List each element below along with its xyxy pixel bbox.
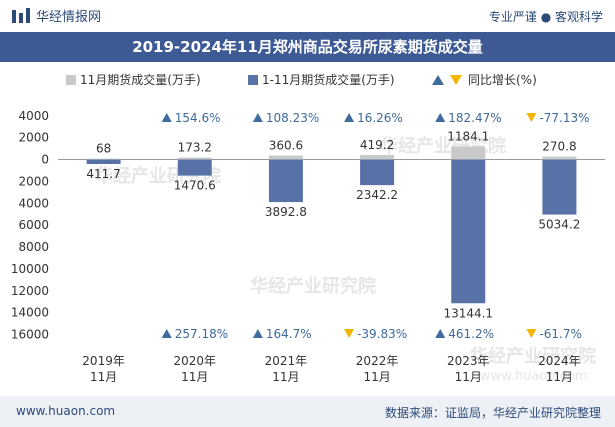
- growth-monthly-up-triangle-icon: [435, 113, 446, 122]
- watermark-text-3: 华经产业研究院: [470, 345, 596, 367]
- huajing-logo-icon: [12, 8, 30, 23]
- legend-swatch-ytd: [248, 75, 258, 85]
- growth-monthly-up-triangle-icon: [252, 113, 263, 122]
- watermark-url: www.huaon.com: [480, 369, 587, 384]
- chart-title: 2019-2024年11月郑州商品交易所尿素期货成交量: [132, 38, 483, 56]
- bar-monthly: [542, 156, 577, 160]
- data-label-monthly: 270.8: [542, 140, 576, 154]
- legend-down-triangle-icon: [450, 75, 462, 85]
- y-tick-label: 0: [41, 153, 49, 167]
- top-bar: 华经情报网 专业严谨 ● 客观科学: [0, 0, 615, 32]
- growth-monthly-label: -77.13%: [539, 111, 589, 125]
- growth-ytd-up-triangle-icon: [435, 329, 446, 338]
- growth-monthly-label: 16.26%: [357, 111, 403, 125]
- y-tick-label: 4000: [18, 109, 49, 123]
- data-label-monthly: 360.6: [269, 139, 303, 153]
- y-tick-label: 12000: [11, 284, 49, 298]
- growth-ytd-down-triangle-icon: [526, 329, 537, 338]
- bar-monthly: [268, 155, 303, 160]
- y-tick-label: 14000: [11, 306, 49, 320]
- bar-ytd: [542, 159, 577, 215]
- chart: 华经产业研究院华经产业研究院华经产业研究院华经产业研究院www.huaon.co…: [11, 72, 605, 384]
- growth-ytd-up-triangle-icon: [161, 329, 172, 338]
- x-tick-label-year: 2023年: [447, 354, 490, 368]
- bar-monthly: [360, 154, 395, 160]
- y-tick-label: 4000: [18, 196, 49, 210]
- data-label-monthly: 419.2: [360, 138, 394, 152]
- brand-name: 华经情报网: [36, 10, 102, 25]
- growth-monthly-up-triangle-icon: [344, 113, 355, 122]
- data-label-monthly: 173.2: [178, 141, 212, 155]
- growth-monthly-up-triangle-icon: [161, 113, 172, 122]
- x-tick-label-year: 2019年: [82, 354, 125, 368]
- data-label-ytd: 411.7: [86, 167, 120, 181]
- bar-monthly: [86, 158, 121, 160]
- x-tick-label-month: 11月: [455, 370, 482, 384]
- data-label-ytd: 1470.6: [174, 179, 216, 193]
- legend-swatch-monthly: [66, 75, 76, 85]
- y-tick-label: 2000: [18, 174, 49, 188]
- y-tick-label: 10000: [11, 262, 49, 276]
- data-label-ytd: 2342.2: [356, 188, 398, 202]
- website-url[interactable]: www.huaon.com: [16, 404, 116, 418]
- watermark-text-2: 华经产业研究院: [250, 275, 376, 297]
- title-bar: 2019-2024年11月郑州商品交易所尿素期货成交量: [0, 32, 615, 62]
- data-label-ytd: 5034.2: [538, 218, 580, 232]
- y-tick-label: 2000: [18, 131, 49, 145]
- bar-monthly: [451, 146, 486, 160]
- growth-ytd-label: -39.83%: [357, 327, 407, 341]
- y-tick-label: 6000: [18, 218, 49, 232]
- data-label-monthly: 1184.1: [447, 130, 489, 144]
- bar-ytd: [177, 159, 212, 176]
- tagline: 专业严谨 ● 客观科学: [488, 10, 603, 24]
- growth-monthly-label: 182.47%: [448, 111, 501, 125]
- growth-ytd-up-triangle-icon: [252, 329, 263, 338]
- x-tick-label-year: 2022年: [356, 354, 399, 368]
- growth-monthly-label: 108.23%: [266, 111, 319, 125]
- growth-ytd-label: 257.18%: [175, 327, 228, 341]
- x-tick-label-year: 2021年: [265, 354, 308, 368]
- legend-up-triangle-icon: [432, 75, 444, 85]
- footer-bar: www.huaon.com 数据来源：证监局，华经产业研究院整理: [0, 396, 615, 427]
- growth-ytd-label: 164.7%: [266, 327, 312, 341]
- x-tick-label-month: 11月: [181, 370, 208, 384]
- x-tick-label-month: 11月: [363, 370, 390, 384]
- x-tick-label-month: 11月: [546, 370, 573, 384]
- legend-label-growth: 同比增长(%): [468, 73, 537, 87]
- bar-ytd: [86, 159, 121, 165]
- x-tick-label-year: 2024年: [538, 354, 581, 368]
- bar-monthly: [177, 157, 212, 160]
- data-label-monthly: 68: [96, 142, 111, 156]
- growth-ytd-down-triangle-icon: [344, 329, 355, 338]
- bar-ytd: [451, 159, 486, 304]
- x-tick-label-month: 11月: [272, 370, 299, 384]
- bar-ytd: [360, 159, 395, 186]
- growth-ytd-label: 461.2%: [448, 327, 494, 341]
- x-tick-label-month: 11月: [90, 370, 117, 384]
- growth-monthly-label: 154.6%: [175, 111, 221, 125]
- y-tick-label: 16000: [11, 328, 49, 342]
- y-tick-label: 8000: [18, 240, 49, 254]
- growth-monthly-down-triangle-icon: [526, 113, 537, 122]
- bar-ytd: [268, 159, 303, 203]
- legend-label-ytd: 1-11月期货成交量(万手): [262, 72, 395, 87]
- growth-ytd-label: -61.7%: [539, 327, 581, 341]
- legend-label-monthly: 11月期货成交量(万手): [80, 72, 201, 87]
- data-label-ytd: 13144.1: [443, 306, 493, 320]
- data-source: 数据来源：证监局，华经产业研究院整理: [384, 406, 601, 420]
- x-tick-label-year: 2020年: [173, 354, 216, 368]
- data-label-ytd: 3892.8: [265, 205, 307, 219]
